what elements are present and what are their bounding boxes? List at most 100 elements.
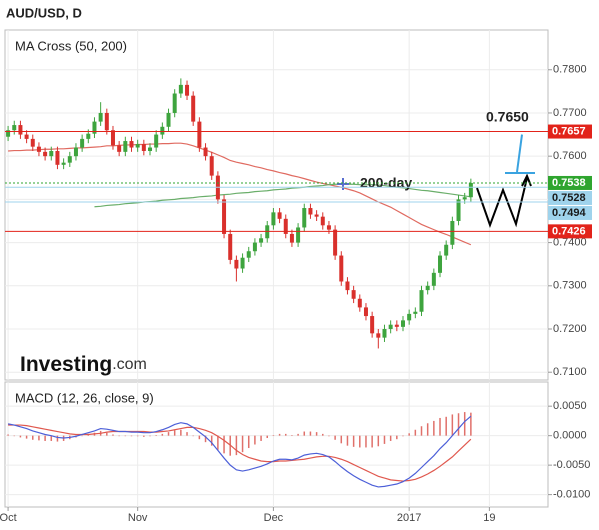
candle-body	[160, 126, 165, 135]
histogram-bar	[260, 435, 262, 441]
histogram-bar	[309, 431, 312, 436]
histogram-bar	[365, 435, 367, 448]
candle-body	[18, 125, 23, 135]
panel-title: MACD (12, 26, close, 9)	[15, 390, 154, 405]
candle-body	[222, 199, 227, 234]
histogram-bar	[359, 435, 361, 448]
histogram-bar	[328, 435, 330, 437]
histogram-bar	[143, 435, 145, 437]
price-label: 0.7528	[552, 192, 586, 204]
candle-body	[36, 146, 41, 152]
candle-body	[24, 134, 29, 139]
histogram-bar	[340, 435, 343, 444]
histogram-bar	[192, 435, 194, 437]
candle-body	[135, 144, 140, 148]
candle-body	[425, 285, 430, 291]
candle-body	[234, 259, 239, 269]
histogram-bar	[272, 435, 275, 436]
histogram-bar	[266, 435, 268, 439]
histogram-bar	[414, 429, 417, 436]
price-label: 0.7426	[552, 225, 586, 237]
candle-body	[289, 233, 294, 243]
candle-body	[98, 112, 103, 122]
histogram-bar	[315, 432, 318, 436]
price-label-box	[548, 190, 592, 205]
cross-marker	[337, 178, 349, 190]
histogram-bar	[371, 435, 373, 448]
projection-zigzag	[476, 177, 528, 228]
histogram-bar	[402, 435, 404, 437]
candle-body	[117, 145, 122, 152]
x-tick-label: Oct	[0, 512, 17, 524]
y-tick-label: 0.7200	[553, 323, 587, 335]
histogram-bar	[439, 417, 441, 436]
candle-body	[394, 324, 399, 327]
candle-body	[61, 162, 66, 165]
histogram-bar	[297, 433, 299, 436]
candle-body	[308, 208, 313, 215]
candle-body	[363, 307, 368, 317]
histogram-bar	[32, 435, 34, 440]
histogram-bar	[149, 435, 151, 437]
y-tick-label: -0.0100	[553, 489, 590, 501]
candle-body	[450, 220, 455, 245]
candle-body	[314, 214, 319, 217]
watermark-brand: Investing	[20, 353, 112, 376]
candle-body	[357, 298, 362, 308]
candle-body	[240, 257, 245, 269]
histogram-bar	[186, 432, 188, 436]
candle-body	[246, 251, 251, 258]
histogram-bar	[50, 435, 53, 441]
candle-body	[413, 311, 418, 314]
histogram-bar	[161, 433, 164, 436]
mark-layer	[6, 78, 473, 488]
candle-body	[228, 233, 233, 260]
histogram-bar	[254, 435, 256, 445]
candle-body	[400, 320, 405, 327]
histogram-bar	[291, 435, 293, 436]
signal-line	[8, 424, 472, 482]
y-tick-label: 0.7300	[553, 280, 587, 292]
candle-body	[172, 93, 177, 113]
y-tick-label: 0.0050	[553, 400, 587, 412]
macd-panel	[4, 381, 549, 508]
moving-average	[94, 183, 471, 208]
histogram-bar	[223, 435, 225, 454]
histogram-bar	[389, 435, 392, 441]
y-tick-label: 0.0000	[553, 430, 587, 442]
histogram-bar	[346, 435, 349, 446]
price-label-box	[548, 124, 592, 139]
candle-body	[370, 316, 375, 334]
candle-body	[339, 255, 344, 282]
y-tick-label: 0.7400	[553, 236, 587, 248]
candle-body	[376, 333, 381, 338]
histogram-bar	[124, 435, 127, 437]
histogram-bar	[38, 435, 40, 441]
histogram-bar	[173, 430, 176, 436]
histogram-bar	[19, 435, 22, 438]
page-title: AUD/USD, D	[6, 5, 82, 20]
histogram-bar	[285, 433, 287, 436]
y-tick-label: -0.0050	[553, 459, 590, 471]
x-tick-label: 19	[483, 512, 495, 524]
y-tick-label: 0.7800	[553, 64, 587, 76]
histogram-bar	[7, 434, 9, 436]
histogram-bar	[278, 433, 281, 436]
candle-body	[166, 112, 171, 127]
histogram-bar	[383, 435, 386, 444]
histogram-bar	[377, 435, 380, 447]
candle-body	[148, 147, 153, 151]
macd-line	[7, 415, 472, 488]
price-label-box	[548, 175, 592, 190]
price-label: 0.7494	[552, 207, 587, 219]
histogram-bar	[13, 435, 16, 437]
histogram-bar	[235, 435, 238, 456]
candle-body	[431, 272, 436, 286]
histogram-bar	[44, 435, 46, 441]
price-panel	[4, 29, 549, 381]
candle-body	[345, 281, 350, 291]
histogram-bar	[247, 435, 250, 449]
candle-body	[191, 95, 196, 122]
moving-average	[8, 142, 472, 246]
